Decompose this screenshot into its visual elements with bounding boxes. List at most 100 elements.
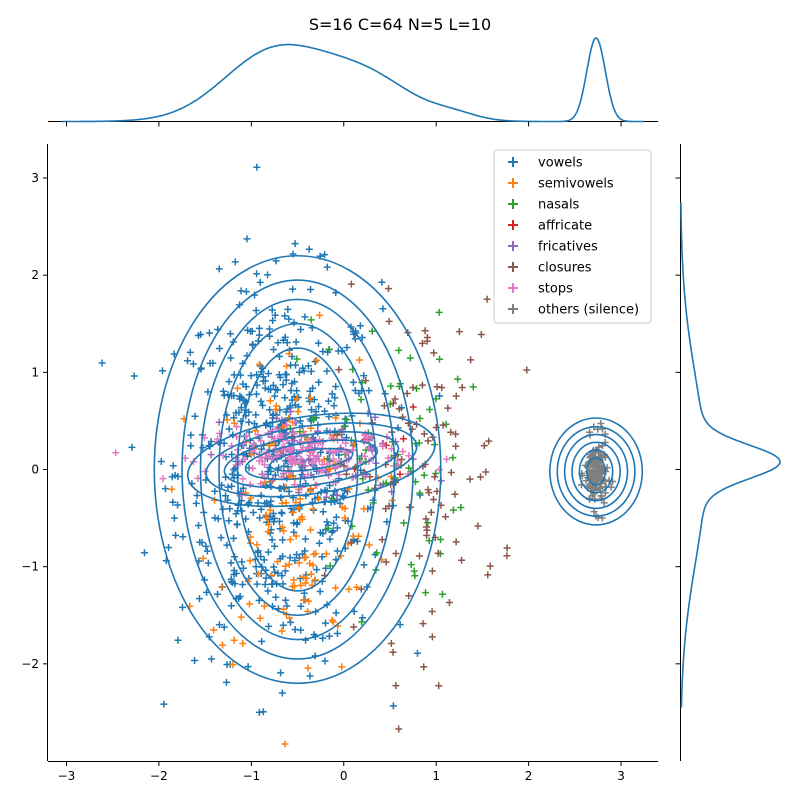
scatter-point	[207, 655, 215, 663]
scatter-point	[296, 459, 304, 467]
scatter-point	[378, 536, 386, 544]
scatter-point	[265, 521, 273, 529]
scatter-point	[249, 508, 257, 516]
scatter-point	[259, 373, 267, 381]
scatter-point	[311, 358, 319, 366]
scatter-point	[290, 378, 298, 386]
scatter-point	[284, 305, 292, 313]
scatter-points	[98, 163, 617, 748]
scatter-point	[334, 347, 342, 355]
scatter-point	[347, 539, 355, 547]
scatter-point	[244, 663, 252, 671]
scatter-point	[452, 392, 460, 400]
scatter-point	[380, 402, 388, 410]
scatter-point	[293, 387, 301, 395]
scatter-point	[195, 522, 203, 530]
scatter-point	[330, 519, 338, 527]
scatter-point	[336, 499, 344, 507]
scatter-point	[112, 449, 120, 457]
scatter-point	[128, 443, 136, 451]
scatter-point	[329, 618, 337, 626]
scatter-point	[255, 457, 263, 465]
scatter-point	[307, 485, 315, 493]
scatter-point	[343, 416, 351, 424]
scatter-point	[301, 535, 309, 543]
scatter-point	[454, 375, 462, 383]
scatter-point	[253, 163, 261, 171]
scatter-point	[272, 593, 280, 601]
joint-panel: −3 −2 −1 0 1 2 3 −2 −1 0 1 2 3	[21, 144, 658, 783]
scatter-point	[458, 556, 466, 564]
scatter-point	[428, 633, 436, 641]
scatter-point	[358, 334, 366, 342]
scatter-point	[292, 338, 300, 346]
scatter-point	[265, 622, 273, 630]
legend-label: closures	[538, 261, 592, 276]
scatter-point	[304, 362, 312, 370]
scatter-point	[242, 288, 250, 296]
scatter-point	[340, 493, 348, 501]
scatter-point	[264, 528, 272, 536]
scatter-point	[233, 384, 241, 392]
scatter-point	[314, 339, 322, 347]
legend-label: affricate	[538, 219, 592, 234]
scatter-point	[451, 490, 459, 498]
scatter-point	[274, 569, 282, 577]
scatter-point	[238, 558, 246, 566]
scatter-point	[253, 541, 261, 549]
scatter-point	[224, 483, 232, 491]
scatter-point	[253, 270, 261, 278]
scatter-point	[310, 396, 318, 404]
scatter-point	[335, 366, 343, 374]
scatter-point	[295, 559, 303, 567]
scatter-point	[276, 432, 284, 440]
scatter-point	[387, 472, 395, 480]
scatter-point	[271, 471, 279, 479]
scatter-point	[260, 602, 268, 610]
scatter-point	[227, 559, 235, 567]
scatter-point	[426, 405, 434, 413]
scatter-point	[233, 520, 241, 528]
scatter-point	[264, 370, 272, 378]
scatter-point	[304, 471, 312, 479]
legend-frame	[493, 149, 652, 324]
scatter-point	[399, 448, 407, 456]
scatter-point	[293, 520, 301, 528]
scatter-point	[256, 278, 264, 286]
scatter-point	[191, 412, 199, 420]
scatter-point	[430, 496, 438, 504]
y-tick-label: 3	[31, 171, 39, 185]
scatter-point	[315, 436, 323, 444]
y-marginal-ticks	[675, 177, 681, 665]
scatter-point	[297, 455, 305, 463]
scatter-point	[290, 528, 298, 536]
scatter-point	[239, 475, 247, 483]
scatter-point	[384, 454, 392, 462]
scatter-point	[290, 576, 298, 584]
scatter-point	[296, 515, 304, 523]
scatter-point	[416, 414, 424, 422]
scatter-point	[345, 585, 353, 593]
scatter-point	[431, 473, 439, 481]
scatter-point	[338, 503, 346, 511]
scatter-point	[268, 571, 276, 579]
scatter-point	[300, 554, 308, 562]
legend-marker	[508, 304, 518, 314]
scatter-point	[239, 564, 247, 572]
scatter-point	[585, 482, 593, 490]
scatter-point	[319, 634, 327, 642]
scatter-point	[230, 466, 238, 474]
scatter-point	[256, 614, 264, 622]
scatter-point	[252, 390, 260, 398]
kde-contour	[153, 254, 442, 685]
scatter-point	[220, 439, 228, 447]
legend-marker	[508, 283, 518, 293]
scatter-point	[232, 510, 240, 518]
kde-contour	[556, 425, 636, 517]
scatter-point	[338, 663, 346, 671]
scatter-point	[422, 523, 430, 531]
scatter-point	[225, 425, 233, 433]
scatter-point	[218, 583, 226, 591]
scatter-point	[204, 388, 212, 396]
